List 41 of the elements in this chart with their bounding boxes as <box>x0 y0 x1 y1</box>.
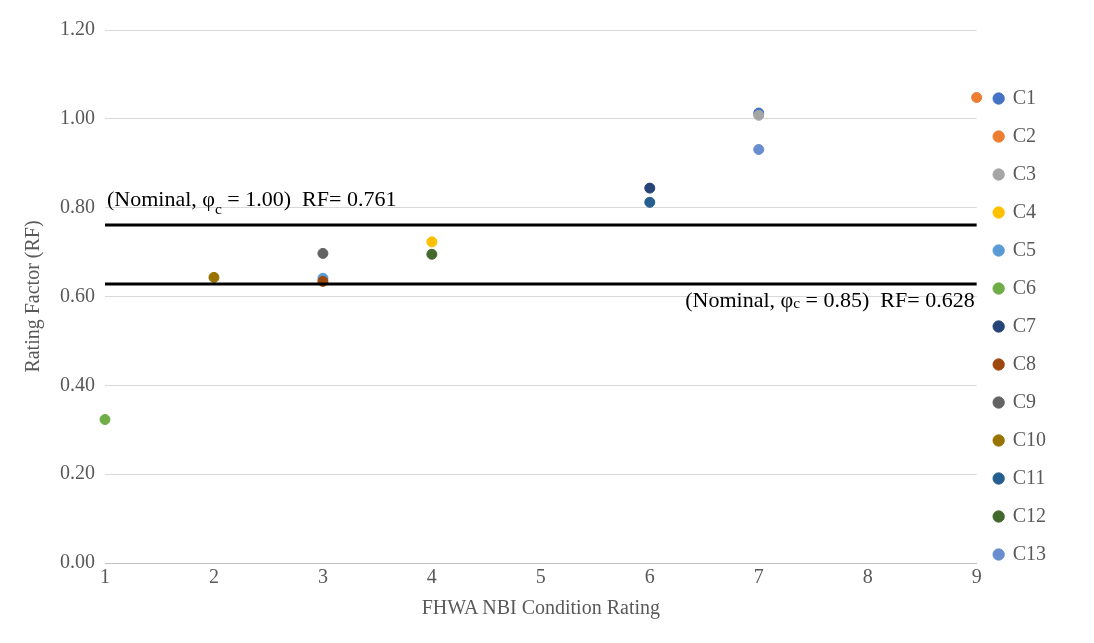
point <box>644 182 656 194</box>
point <box>644 196 656 208</box>
legend-label: C2 <box>1012 123 1036 146</box>
x-tick-label: 2 <box>208 565 219 588</box>
legend-label: C8 <box>1012 351 1036 374</box>
y-tick-label: 1.20 <box>60 17 95 40</box>
x-axis-title: FHWA NBI Condition Rating <box>421 596 661 620</box>
point <box>317 247 329 259</box>
legend-label: C9 <box>1012 389 1036 412</box>
x-tick-label: 5 <box>535 565 546 588</box>
legend-label: C3 <box>1012 161 1036 184</box>
legend-label: C4 <box>1012 199 1036 222</box>
legend-label: C12 <box>1012 503 1046 526</box>
point <box>426 248 438 260</box>
y-tick-label: 0.60 <box>60 283 95 306</box>
x-tick-label: 4 <box>426 565 437 588</box>
x-tick-label: 6 <box>644 565 655 588</box>
y-tick-label: 1.00 <box>60 106 95 129</box>
legend-label: C1 <box>1012 85 1036 108</box>
x-tick-label: 7 <box>753 565 764 588</box>
point <box>99 414 111 426</box>
x-tick-label: 3 <box>317 565 328 588</box>
y-tick-label: 0.40 <box>60 372 95 395</box>
y-tick-label: 0.20 <box>60 461 95 484</box>
legend-label: C5 <box>1012 237 1036 260</box>
legend-label: C11 <box>1012 465 1046 488</box>
point <box>971 92 983 104</box>
legend-label: C13 <box>1012 541 1046 564</box>
point <box>753 143 765 155</box>
point <box>208 271 220 283</box>
ref-line-label: (Nominal, φc = 0.85) RF= 0.628 <box>685 286 975 312</box>
x-tick-label: 1 <box>100 565 110 588</box>
legend-label: C7 <box>1012 313 1036 336</box>
x-tick-label: 9 <box>971 565 982 588</box>
y-axis-title: Rating Factor (RF) <box>21 220 45 373</box>
legend-label: C10 <box>1012 427 1046 450</box>
x-tick-label: 8 <box>862 565 873 588</box>
y-tick-label: 0.80 <box>60 194 95 217</box>
y-tick-label: 0.00 <box>60 550 95 573</box>
legend-label: C6 <box>1012 275 1036 298</box>
point <box>426 236 438 248</box>
